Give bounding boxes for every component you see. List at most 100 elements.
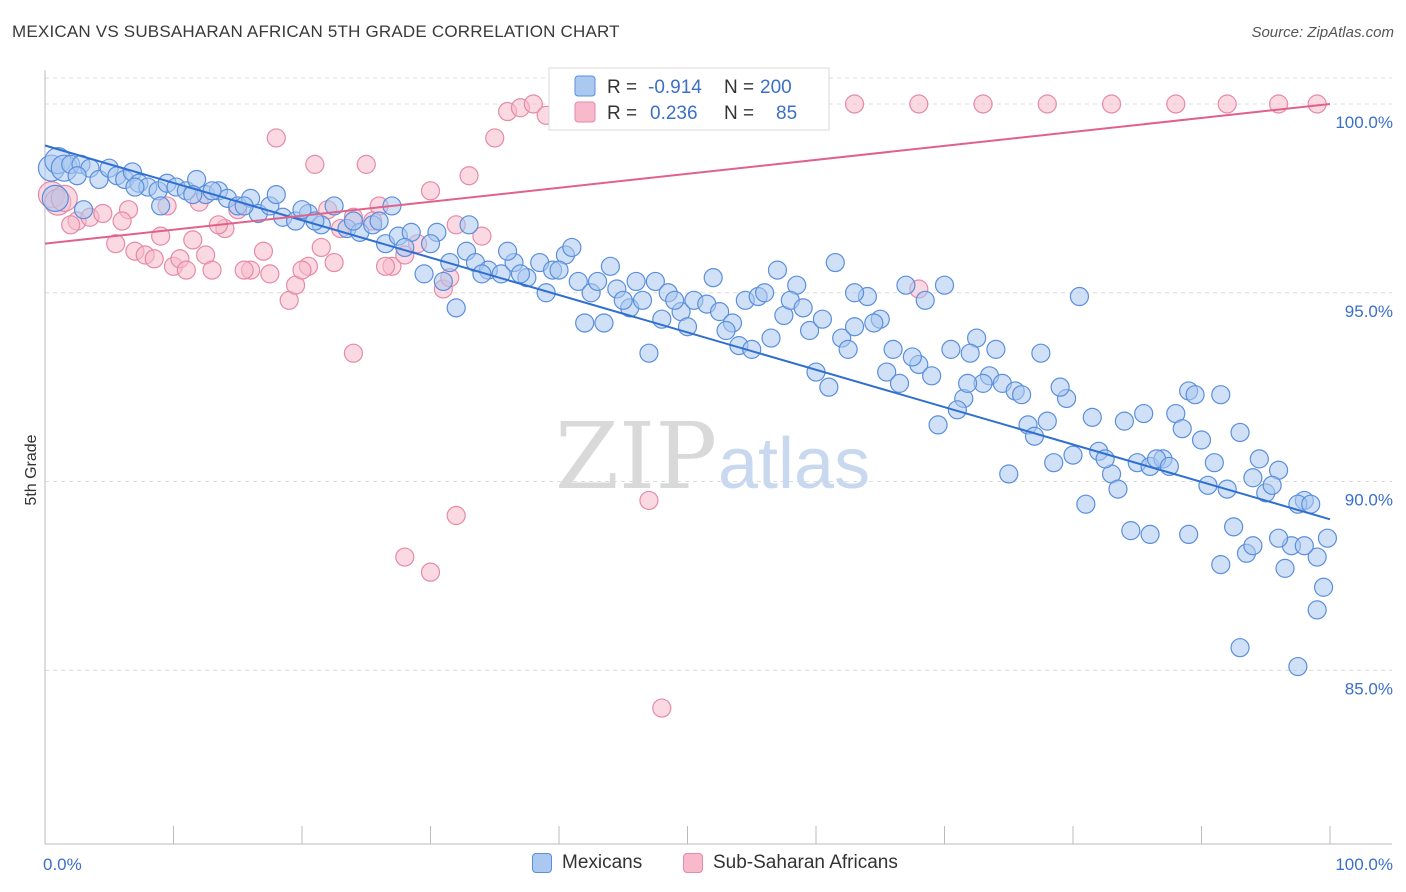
mexican-point [292, 200, 312, 220]
mexican-point [1191, 430, 1212, 450]
mexican-point [819, 377, 839, 397]
sub-saharan-point [652, 698, 672, 718]
mexican-point [902, 347, 922, 367]
sub-saharan-point [234, 260, 254, 280]
mexican-point [67, 166, 87, 186]
sub-saharan-point [472, 226, 492, 246]
mexican-point [799, 320, 820, 341]
mexican-point [446, 298, 466, 318]
tick-labels: 85.0% 90.0% 95.0% 100.0% 0.0% 100.0% [43, 113, 1393, 874]
sub-saharan-point [420, 181, 441, 201]
legend-frame [548, 67, 830, 131]
sub-saharan-point [311, 237, 331, 258]
legend-swatch-mexicans [574, 75, 596, 97]
mexican-point [1307, 600, 1327, 620]
mexican-point [928, 415, 948, 435]
mexican-point [958, 373, 978, 393]
legend-r-value-0: -0.914 [648, 77, 702, 98]
bottom-legend-label-mexicans: Mexicans [562, 852, 643, 873]
mexican-point [1224, 517, 1244, 537]
legend: R = -0.914 N = 200 R = 0.236 N = 85 [548, 67, 830, 131]
mexican-point [420, 234, 441, 254]
source-label: Source: ZipAtlas.com [1251, 24, 1394, 41]
mexican-point [1317, 528, 1338, 548]
mexican-point [1230, 638, 1250, 658]
mexican-point [491, 264, 511, 284]
mexican-point [369, 211, 389, 231]
watermark: ZIP atlas [555, 403, 870, 510]
bottom-legend-swatch-mexicans [532, 853, 552, 873]
mexican-point [710, 302, 730, 322]
mexican-point [414, 264, 434, 284]
mexican-point [266, 184, 286, 205]
mexican-point [761, 328, 781, 348]
mexican-point [1294, 536, 1314, 556]
mexican-point [864, 313, 884, 333]
mexican-point [1063, 445, 1083, 465]
bottom-legend-label-subsaharan: Sub-Saharan Africans [713, 852, 898, 873]
mexican-point [202, 181, 222, 201]
legend-r-label-1: R = [607, 103, 637, 124]
sub-saharan-point [395, 547, 415, 567]
legend-n-label-0: N = [724, 77, 754, 98]
subsaharan-trend-line [44, 102, 1331, 245]
mexican-point [1069, 286, 1090, 307]
sub-saharan-point [343, 343, 363, 363]
sub-saharan-point [144, 249, 164, 269]
mexican-point [343, 211, 363, 231]
sub-saharan-point [61, 215, 81, 235]
mexican-point [915, 290, 935, 310]
mexican-point [754, 283, 775, 303]
mexican-point [1082, 407, 1102, 427]
y-tick-label: 85.0% [1345, 679, 1393, 698]
mexican-point [600, 256, 621, 276]
mexican-point [1044, 453, 1064, 473]
x-tick-label-end: 100.0% [1335, 855, 1393, 874]
bottom-legend-item-subsaharan: Sub-Saharan Africans [683, 852, 898, 874]
mexican-point [1134, 403, 1154, 424]
mexican-point [568, 271, 588, 292]
sub-saharan-point [305, 154, 325, 174]
mexican-point [433, 271, 453, 292]
mexican-point [1230, 422, 1250, 443]
sub-saharan-point [1037, 94, 1057, 114]
mexican-point [703, 268, 723, 288]
mexican-point [825, 252, 845, 273]
grid-lines [45, 77, 1392, 671]
sub-saharan-point [253, 241, 274, 261]
watermark-atlas: atlas [718, 424, 870, 504]
mexican-point [665, 290, 685, 310]
sub-saharan-point [266, 128, 286, 148]
mexican-point [1211, 555, 1231, 575]
mexican-point [793, 298, 813, 318]
mexican-point [1288, 656, 1308, 677]
mexican-point [1313, 577, 1334, 597]
mexican-point [645, 271, 665, 292]
sub-saharan-point [420, 562, 441, 582]
sub-saharan-point [176, 260, 196, 280]
sub-saharan-point [639, 490, 659, 511]
mexican-point [1024, 426, 1045, 446]
mexican-point [1114, 411, 1135, 431]
watermark-zip: ZIP [555, 403, 717, 510]
mexican-point [1121, 521, 1141, 541]
sub-saharan-point [523, 94, 543, 114]
mexican-point [125, 177, 145, 197]
mexican-point [498, 241, 518, 261]
sub-saharan-point [459, 166, 479, 186]
mexican-point [1249, 449, 1269, 469]
mexican-point [1243, 468, 1263, 488]
mexican-point [883, 339, 903, 359]
mexican-points [37, 147, 1338, 677]
mexican-point [1211, 385, 1231, 405]
y-tick-label: 100.0% [1335, 113, 1393, 132]
mexican-point [41, 184, 69, 212]
mexican-point [1275, 558, 1295, 578]
mexican-point [1262, 475, 1282, 495]
sub-saharan-point [1101, 94, 1122, 114]
mexican-point [1204, 453, 1224, 473]
mexican-point [922, 366, 942, 386]
mexican-point [1301, 494, 1321, 514]
mexican-point [626, 271, 646, 292]
sub-saharan-point [202, 260, 222, 280]
